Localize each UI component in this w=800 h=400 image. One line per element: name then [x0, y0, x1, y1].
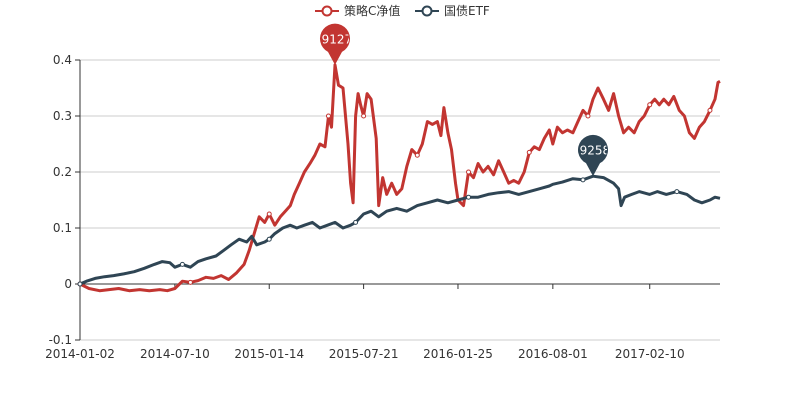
max-pin-shape [578, 134, 609, 177]
max-pin-label: 0.1925863 [561, 144, 626, 158]
series-line-1[interactable] [79, 174, 721, 286]
y-tick-label: 0.1 [53, 221, 72, 235]
y-tick-label: 0 [64, 277, 72, 291]
legend-marker-bond-etf [421, 5, 433, 17]
data-point[interactable] [674, 189, 680, 195]
x-tick-label: 2015-01-14 [234, 347, 304, 361]
legend-label-bond-etf: 国债ETF [444, 4, 490, 18]
data-point[interactable] [325, 113, 331, 119]
data-point[interactable] [353, 219, 359, 225]
series-line-0[interactable] [79, 63, 721, 293]
data-point[interactable] [647, 102, 653, 108]
y-tick-label: -0.1 [49, 333, 72, 347]
x-tick-label: 2015-07-21 [329, 347, 399, 361]
max-markers: 0.3912712 0.1925863 [303, 23, 626, 177]
legend: 策略C净值 国债ETF [315, 3, 490, 18]
series-layer [77, 63, 721, 293]
data-point[interactable] [580, 177, 586, 183]
x-axis: 2014-01-02 2014-07-10 2015-01-14 2015-07-21… [45, 283, 720, 361]
y-axis: -0.1 0 0.1 0.2 0.3 0.4 [49, 53, 81, 347]
legend-label-strategy-c: 策略C净值 [344, 3, 400, 18]
data-point[interactable] [526, 149, 532, 155]
max-pin-shape [319, 23, 350, 65]
max-pin-1[interactable]: 0.1925863 [561, 134, 626, 177]
data-point[interactable] [361, 113, 367, 119]
data-point[interactable] [179, 261, 185, 267]
x-tick-label: 2014-07-10 [140, 347, 210, 361]
x-tick-label: 2016-01-25 [423, 347, 493, 361]
legend-marker-strategy-c [321, 5, 333, 17]
x-tick-label: 2017-02-10 [615, 347, 685, 361]
max-pin-label: 0.3912712 [303, 32, 368, 46]
max-pin-0[interactable]: 0.3912712 [303, 23, 368, 65]
x-tick-label: 2014-01-02 [45, 347, 115, 361]
legend-item-bond-etf[interactable]: 国债ETF [415, 4, 490, 18]
x-tick-label: 2016-08-01 [518, 347, 588, 361]
data-point[interactable] [187, 279, 193, 285]
y-tick-label: 0.3 [53, 109, 72, 123]
y-tick-label: 0.2 [53, 165, 72, 179]
data-point[interactable] [707, 107, 713, 113]
data-point[interactable] [466, 169, 472, 175]
data-point[interactable] [466, 194, 472, 200]
data-point[interactable] [585, 113, 591, 119]
data-point[interactable] [77, 281, 83, 287]
data-point[interactable] [266, 211, 272, 217]
data-point[interactable] [266, 236, 272, 242]
y-tick-label: 0.4 [53, 53, 72, 67]
data-point[interactable] [414, 152, 420, 158]
legend-item-strategy-c[interactable]: 策略C净值 [315, 3, 400, 18]
